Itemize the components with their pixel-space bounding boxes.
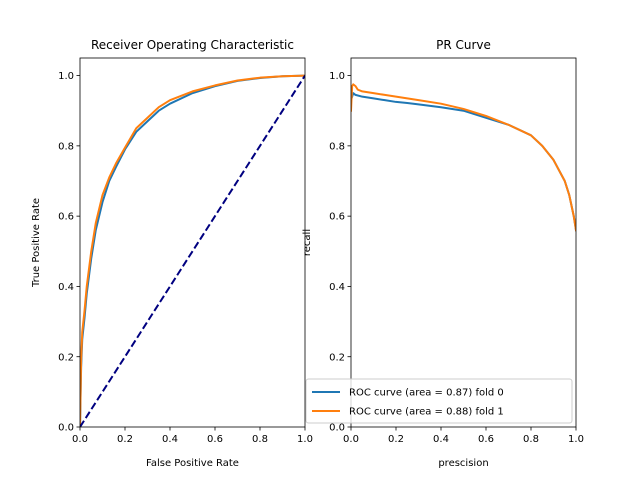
pr-x-axis-label: prescision [438,458,488,469]
roc-title: Receiver Operating Characteristic [91,38,294,52]
pr-x-tick-label: 0.0 [343,434,359,445]
pr-series-1-line [351,83,576,232]
pr-legend-label: ROC curve (area = 0.87) fold 0 [349,388,504,399]
pr-y-tick-label: 0.4 [329,282,345,293]
pr-y-tick: 0.0 [329,423,351,434]
roc-y-tick-label: 0.8 [58,141,74,152]
pr-panel: 0.0 0.2 0.4 0.6 0.8 1.0 0.0 0.2 0.4 0.6 0.8 1.0 PR C… [302,38,584,469]
pr-x-tick: 0.2 [388,427,404,445]
roc-y-tick: 0.0 [58,423,80,434]
pr-y-axis-label: recall [302,229,313,256]
roc-y-tick-label: 0.2 [58,352,74,363]
roc-y-tick: 0.8 [58,141,80,152]
pr-y-tick: 0.6 [329,212,351,223]
pr-x-tick-label: 0.2 [388,434,404,445]
roc-x-axis-label: False Positive Rate [146,458,239,469]
roc-x-tick: 0.6 [207,427,223,445]
roc-x-tick: 0.2 [117,427,133,445]
pr-axes-frame [350,57,577,428]
roc-y-tick: 0.6 [58,212,80,223]
pr-y-tick-label: 0.0 [329,423,345,434]
roc-x-tick-label: 1.0 [297,434,313,445]
roc-series-group [80,74,305,427]
pr-series-0-line [351,92,576,232]
pr-y-tick-label: 0.2 [329,352,345,363]
pr-x-tick: 1.0 [568,427,584,445]
pr-x-tick: 0.6 [478,427,494,445]
roc-x-tick-label: 0.6 [207,434,223,445]
pr-legend-label: ROC curve (area = 0.88) fold 1 [349,407,504,418]
pr-series-group [351,83,576,232]
roc-x-tick-label: 0.2 [117,434,133,445]
roc-x-tick: 1.0 [297,427,313,445]
pr-y-tick: 0.2 [329,352,351,363]
roc-x-tick-label: 0.4 [162,434,178,445]
roc-y-tick: 1.0 [58,71,80,82]
roc-series-1-line [80,74,305,427]
roc-x-tick: 0.4 [162,427,178,445]
pr-y-tick-label: 0.8 [329,141,345,152]
roc-x-tick-label: 0.8 [252,434,268,445]
pr-x-tick: 0.8 [523,427,539,445]
roc-y-tick-label: 0.4 [58,282,74,293]
pr-x-tick-label: 0.4 [433,434,449,445]
roc-panel: 0.0 0.2 0.4 0.6 0.8 1.0 0.0 0.2 0.4 0.6 0.8 1.0 Rece… [31,38,313,469]
pr-legend: ROC curve (area = 0.87) fold 0 ROC curve … [305,378,573,424]
roc-y-tick-label: 1.0 [58,71,74,82]
roc-y-tick-label: 0.0 [58,423,74,434]
roc-series-2-line [80,75,305,427]
pr-x-tick-label: 0.6 [478,434,494,445]
roc-y-tick: 0.2 [58,352,80,363]
roc-y-tick-label: 0.6 [58,212,74,223]
pr-title: PR Curve [436,38,491,52]
roc-x-tick: 0.8 [252,427,268,445]
pr-x-tick: 0.4 [433,427,449,445]
pr-y-tick-label: 1.0 [329,71,345,82]
pr-x-tick-label: 1.0 [568,434,584,445]
pr-x-tick-label: 0.8 [523,434,539,445]
roc-y-axis-label: True Positive Rate [31,198,42,288]
pr-x-tick: 0.0 [343,427,359,445]
pr-y-tick: 0.8 [329,141,351,152]
pr-y-tick: 1.0 [329,71,351,82]
roc-x-tick: 0.0 [72,427,88,445]
roc-y-tick: 0.4 [58,282,80,293]
roc-x-tick-label: 0.0 [72,434,88,445]
pr-legend-box [305,378,573,424]
pr-y-tick-label: 0.6 [329,212,345,223]
pr-y-tick: 0.4 [329,282,351,293]
roc-axes-frame [79,57,306,428]
